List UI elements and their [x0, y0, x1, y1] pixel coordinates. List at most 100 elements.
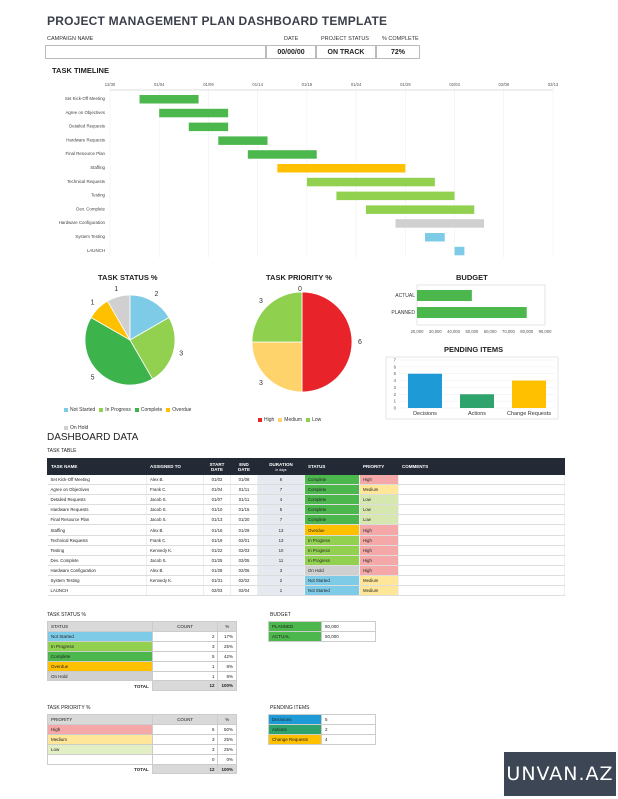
- gantt-tick-label: 02/03: [449, 82, 460, 87]
- pie-data-label: 2: [155, 291, 159, 298]
- pie-slice: [251, 341, 303, 393]
- table-row[interactable]: Final Resource Plan Jacob S. 01/13 01/20 7 Co…: [47, 514, 565, 526]
- table-row[interactable]: Testing Kennedy K. 01/22 02/03 10 In Progress…: [47, 545, 565, 556]
- budget-label-cell: ACTUAL: [268, 630, 322, 642]
- budget-bar-chart: ACTUAL PLANNED 20,000 30,000 40,000 50,000 60,…: [391, 284, 552, 334]
- comments-cell: [398, 545, 565, 556]
- legend-swatch: [64, 425, 68, 430]
- pending-bar: [460, 394, 494, 408]
- duration-cell: 3: [257, 565, 305, 576]
- pt-h-pct: %: [217, 714, 237, 725]
- priority-pct-cell: 25%: [217, 733, 237, 745]
- table-row[interactable]: Detailed Requests Jacob S. 01/07 01/11 4 Comp…: [47, 494, 565, 506]
- status-total-count: 12: [151, 680, 219, 692]
- legend-item: Low: [306, 417, 321, 423]
- status-cell: Complete: [304, 484, 360, 496]
- legend-item: Overdue: [166, 407, 191, 413]
- start-date-cell: 01/31: [203, 575, 231, 587]
- pending-category-label: Actions: [468, 411, 486, 417]
- budget-tick-label: 50,000: [465, 329, 478, 334]
- priority-count-cell: 3: [151, 733, 219, 745]
- pending-tick-label: 7: [394, 358, 397, 363]
- watermark-logo: UNVAN.AZ: [504, 752, 616, 796]
- legend-label: Medium: [284, 417, 303, 423]
- pending-label-cell: Change Requests: [268, 733, 322, 745]
- task-table: TASK NAME ASSIGNED TO START DATE END DAT…: [47, 458, 565, 597]
- assigned-cell: Frank C.: [146, 535, 204, 546]
- pending-tick-label: 2: [394, 392, 397, 397]
- table-row[interactable]: Hardware Configuration Alex B. 01/28 02/06 3…: [47, 565, 565, 576]
- gantt-tick-label: 01/09: [203, 82, 214, 87]
- comments-cell: [398, 524, 565, 536]
- gantt-bar: [218, 136, 268, 145]
- priority-row: High 6 50%: [47, 724, 237, 735]
- pending-tick-label: 4: [394, 378, 397, 383]
- budget-table: PLANNED 80,000 ACTUAL 50,000: [268, 621, 376, 642]
- gantt-task-label: Hardware Configuration: [59, 220, 106, 225]
- pending-tick-label: 5: [394, 371, 397, 376]
- campaign-value[interactable]: [45, 45, 266, 59]
- gantt-bar: [306, 177, 435, 187]
- pending-label-cell: Actions: [268, 723, 322, 735]
- priority-cell: Low: [359, 494, 399, 506]
- st-h-pct: %: [217, 621, 237, 632]
- end-date-cell: 01/15: [230, 504, 258, 516]
- assigned-cell: Jacob S.: [146, 494, 204, 506]
- pie-data-label: 3: [179, 351, 183, 358]
- st-h-status: STATUS: [47, 621, 153, 632]
- priority-label-cell: Low: [47, 743, 153, 755]
- status-total-label: TOTAL: [134, 683, 149, 689]
- table-row[interactable]: Set Kick-Off Meeting Alex B. 01/02 01/08 6 Co…: [47, 474, 565, 486]
- end-date-cell: 01/29: [230, 524, 258, 536]
- table-row[interactable]: Technical Requests Frank C. 01/19 02/01 13 In…: [47, 535, 565, 546]
- priority-count-cell: 3: [151, 743, 219, 755]
- priority-cell: Medium: [359, 585, 399, 597]
- date-value[interactable]: 00/00/00: [266, 45, 316, 59]
- table-row[interactable]: Agree on Objectives Frank C. 01/04 01/11 7 Co…: [47, 484, 565, 496]
- priority-label-cell: High: [47, 724, 153, 735]
- table-row[interactable]: LAUNCH 02/03 02/04 1 Not Started Medium: [47, 585, 565, 597]
- budget-tick-label: 40,000: [447, 329, 460, 334]
- status-row: Overdue 1 8%: [47, 660, 237, 672]
- task-name-cell: Agree on Objectives: [47, 484, 147, 496]
- gantt-tick-label: 01/14: [252, 82, 263, 87]
- budget-category-label: PLANNED: [391, 310, 415, 316]
- status-pct-cell: 42%: [217, 650, 237, 662]
- budget-tick-label: 80,000: [520, 329, 533, 334]
- duration-cell: 13: [257, 524, 305, 536]
- priority-cell: High: [359, 555, 399, 566]
- table-row[interactable]: Hardware Requests Jacob S. 01/10 01/15 5 Comp…: [47, 504, 565, 516]
- status-count-cell: 1: [151, 660, 219, 672]
- gantt-tick-label: 01/04: [154, 82, 165, 87]
- pending-tick-label: 6: [394, 364, 397, 369]
- gantt-tick-label: 02/13: [548, 82, 559, 87]
- table-row[interactable]: System Testing Kennedy K. 01/31 02/02 2 Not S…: [47, 575, 565, 587]
- priority-count-cell: 0: [151, 753, 219, 765]
- start-date-cell: 01/16: [203, 524, 231, 536]
- start-date-cell: 01/10: [203, 504, 231, 516]
- complete-value[interactable]: 72%: [376, 45, 420, 59]
- assigned-cell: Jacob S.: [146, 504, 204, 516]
- pending-plot-area: [385, 356, 559, 420]
- gantt-task-label: LAUNCH: [87, 248, 105, 253]
- table-row[interactable]: Staffing Alex B. 01/16 01/29 13 Overdue High: [47, 524, 565, 536]
- th-duration-label: DURATION: [269, 461, 293, 467]
- gantt-bar: [395, 219, 485, 228]
- pending-tick-label: 1: [394, 399, 397, 404]
- gantt-tick-label: 12/30: [105, 82, 116, 87]
- pending-value-cell: 5: [321, 714, 376, 725]
- status-label-cell: Complete: [47, 650, 153, 662]
- duration-cell: 7: [257, 484, 305, 496]
- comments-cell: [398, 474, 565, 486]
- status-pct-cell: 8%: [217, 660, 237, 672]
- legend-item: In Progress: [99, 407, 131, 413]
- legend-label: High: [264, 417, 275, 423]
- task-name-cell: Detailed Requests: [47, 494, 147, 506]
- assigned-cell: Alex B.: [146, 474, 204, 486]
- assigned-cell: [146, 585, 204, 597]
- status-row: On Hold 1 8%: [47, 670, 237, 682]
- gantt-task-label: Staffing: [90, 165, 105, 170]
- status-value[interactable]: ON TRACK: [316, 45, 376, 59]
- pie-slice: [129, 316, 176, 380]
- table-row[interactable]: Dev. Complete Jacob S. 01/25 02/05 11 In Prog…: [47, 555, 565, 566]
